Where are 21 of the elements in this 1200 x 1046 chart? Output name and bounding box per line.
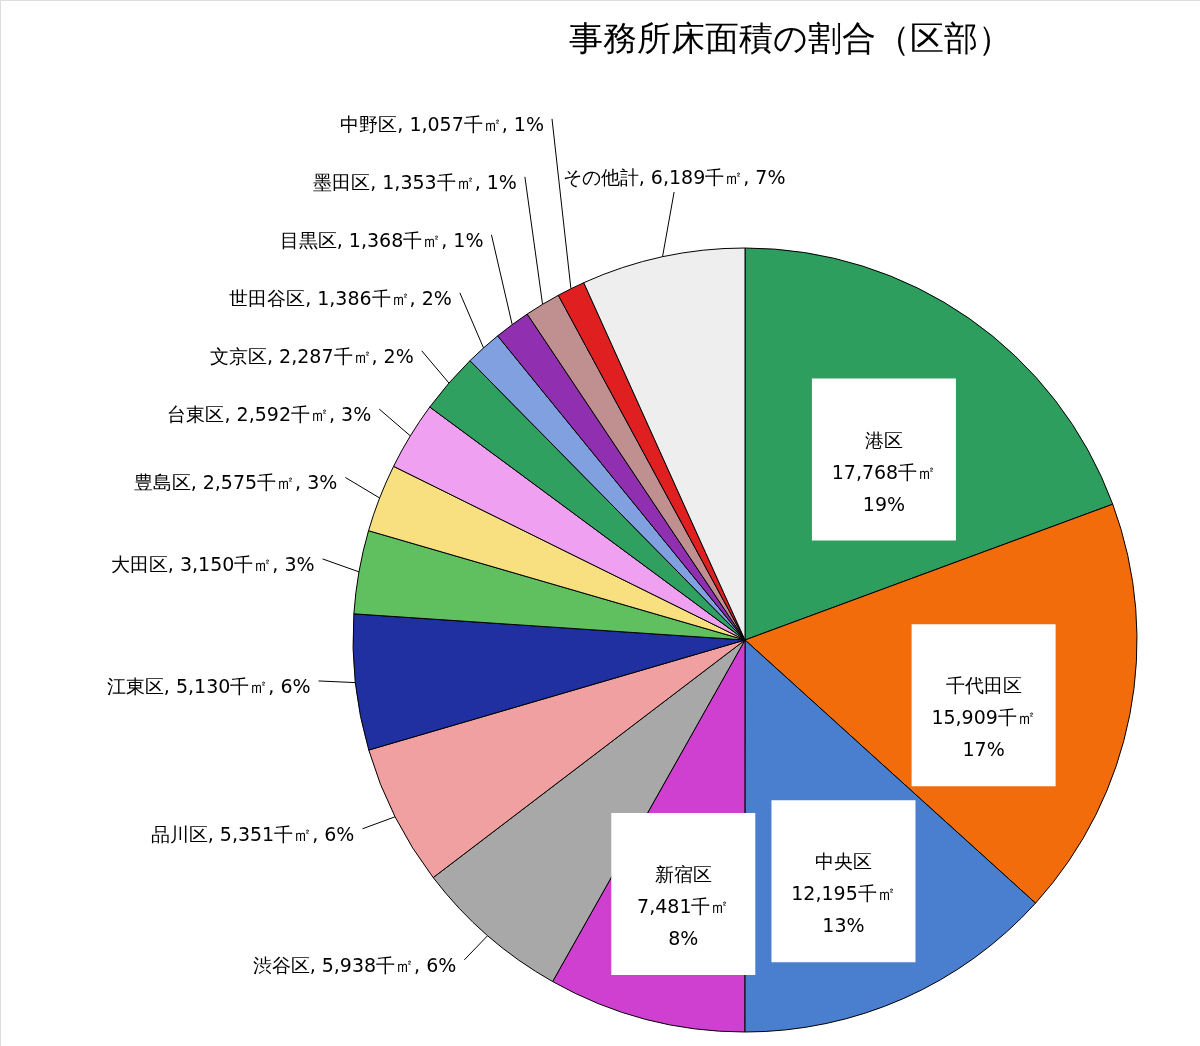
slice-label: 豊島区, 2,575千㎡, 3% (133, 471, 338, 494)
slice-label: 台東区, 2,592千㎡, 3% (167, 403, 372, 426)
slice-label: 江東区, 5,130千㎡, 6% (106, 674, 311, 697)
slice-label: 千代田区 (945, 674, 1022, 697)
slice-label: 中野区, 1,057千㎡, 1% (340, 112, 544, 135)
slice-label: 港区 (864, 428, 903, 451)
slice-label: 大田区, 3,150千㎡, 3% (110, 552, 315, 575)
slice-label: 世田谷区, 1,386千㎡, 2% (229, 286, 452, 309)
data-label: 17,768千㎡ 19% (831, 460, 937, 515)
data-label: 7,481千㎡ 8% (637, 895, 730, 950)
data-label: 12,195千㎡ 13% (791, 882, 896, 937)
slice-label: 文京区, 2,287千㎡, 2% (210, 344, 414, 367)
chart-title: 事務所床面積の割合（区部） (568, 18, 1012, 58)
slice-label: 墨田区, 1,353千㎡, 1% (313, 170, 517, 193)
slice-label: 目黒区, 1,368千㎡, 1% (279, 228, 484, 251)
slice-label: その他計, 6,189千㎡, 7% (562, 166, 786, 188)
slice-label: 新宿区 (654, 863, 712, 886)
slice-label: 渋谷区, 5,938千㎡, 6% (252, 953, 457, 976)
data-label: 15,909千㎡ 17% (931, 706, 1036, 761)
slice-label: 中央区 (814, 850, 872, 873)
slice-label: 品川区, 5,351千㎡, 6% (150, 822, 355, 845)
